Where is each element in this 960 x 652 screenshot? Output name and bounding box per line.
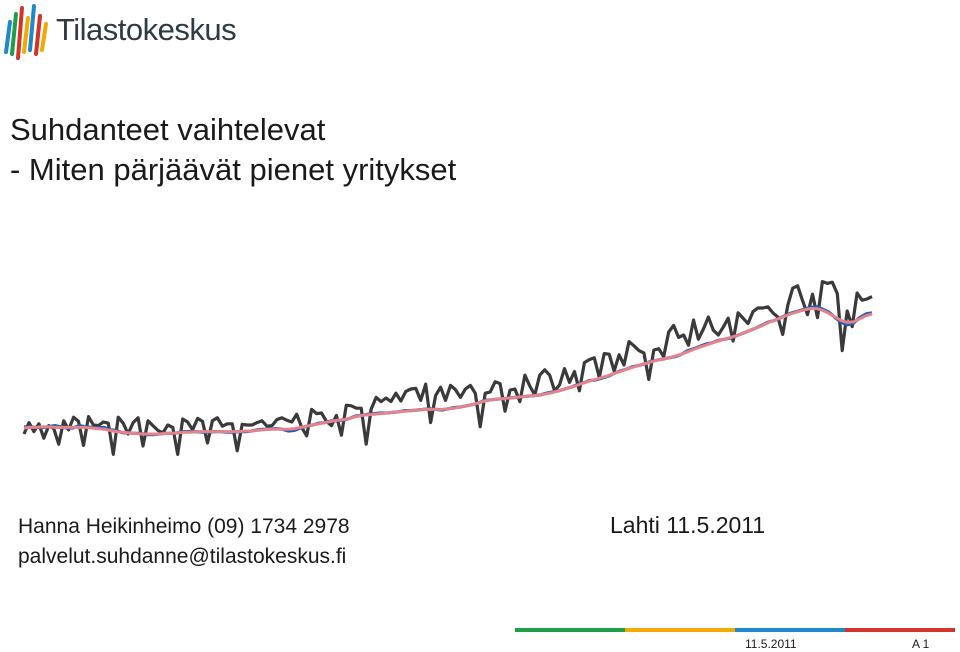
logo-bar bbox=[4, 20, 12, 54]
title-line-2: - Miten pärjäävät pienet yritykset bbox=[10, 152, 457, 187]
logo-bar bbox=[34, 14, 42, 56]
contact-info: Hanna Heikinheimo (09) 1734 2978 palvelu… bbox=[18, 512, 350, 572]
logo: Tilastokeskus bbox=[2, 2, 262, 60]
footer-bar-segment bbox=[625, 628, 735, 632]
logo-bar bbox=[22, 16, 30, 54]
logo-bar bbox=[10, 12, 18, 56]
logo-bar bbox=[40, 22, 48, 52]
footer-bar-segment bbox=[735, 628, 845, 632]
title-line-1: Suhdanteet vaihtelevat bbox=[10, 112, 326, 147]
footer-page-number: A 1 bbox=[912, 637, 930, 651]
series-line-2 bbox=[24, 305, 873, 437]
logo-bar bbox=[28, 4, 36, 52]
footer-color-bar bbox=[515, 628, 955, 632]
series-line-1 bbox=[22, 279, 873, 456]
trend-chart bbox=[22, 279, 873, 456]
footer-bar-segment bbox=[845, 628, 955, 632]
contact-email: palvelut.suhdanne@tilastokeskus.fi bbox=[18, 545, 347, 568]
page-title: Suhdanteet vaihtelevat - Miten pärjäävät… bbox=[10, 110, 456, 190]
footer-date: 11.5.2011 bbox=[745, 637, 797, 651]
footer-bar-segment bbox=[515, 628, 625, 632]
place-date: Lahti 11.5.2011 bbox=[610, 512, 766, 538]
series-line-3 bbox=[23, 307, 873, 436]
contact-name-phone: Hanna Heikinheimo (09) 1734 2978 bbox=[18, 515, 350, 538]
tilastokeskus-logo-icon bbox=[4, 4, 48, 60]
logo-text: Tilastokeskus bbox=[56, 12, 237, 47]
logo-bar bbox=[16, 6, 24, 60]
